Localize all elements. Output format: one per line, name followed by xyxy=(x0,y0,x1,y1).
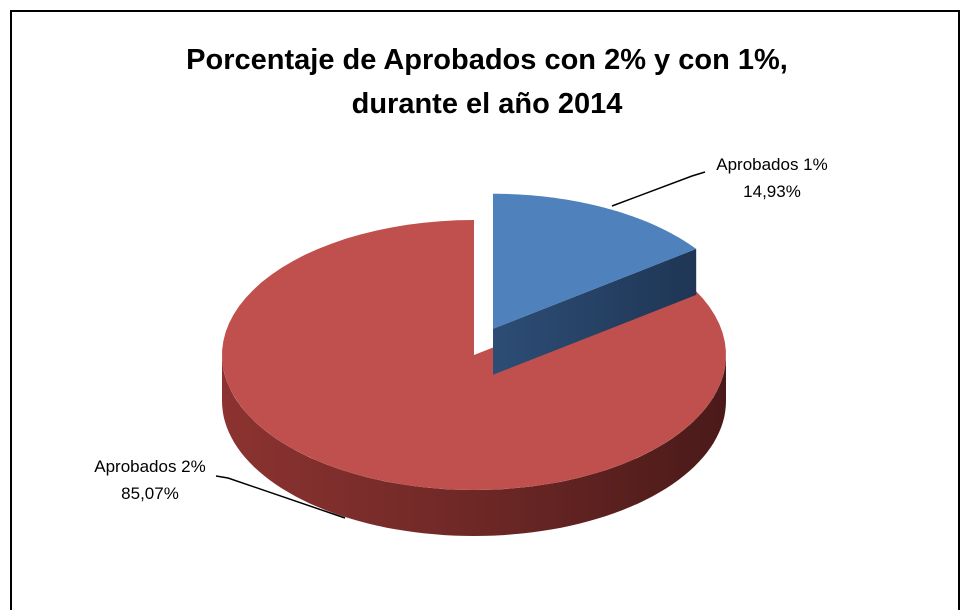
slice xyxy=(493,193,697,329)
leader-line xyxy=(215,475,346,519)
slice-side xyxy=(222,355,726,536)
data-label-value: 14,93% xyxy=(743,182,801,201)
data-label-name: Aprobados 1% xyxy=(716,155,828,174)
slice xyxy=(222,220,726,490)
chart-title: Porcentaje de Aprobados con 2% y con 1%,… xyxy=(186,44,788,120)
chart-frame xyxy=(10,10,960,610)
leader-line xyxy=(611,171,706,207)
slice-side xyxy=(493,248,697,375)
data-label-name: Aprobados 2% xyxy=(94,457,206,476)
chart-title-box: Porcentaje de Aprobados con 2% y con 1%,… xyxy=(0,38,974,126)
data-label-value: 85,07% xyxy=(121,484,179,503)
